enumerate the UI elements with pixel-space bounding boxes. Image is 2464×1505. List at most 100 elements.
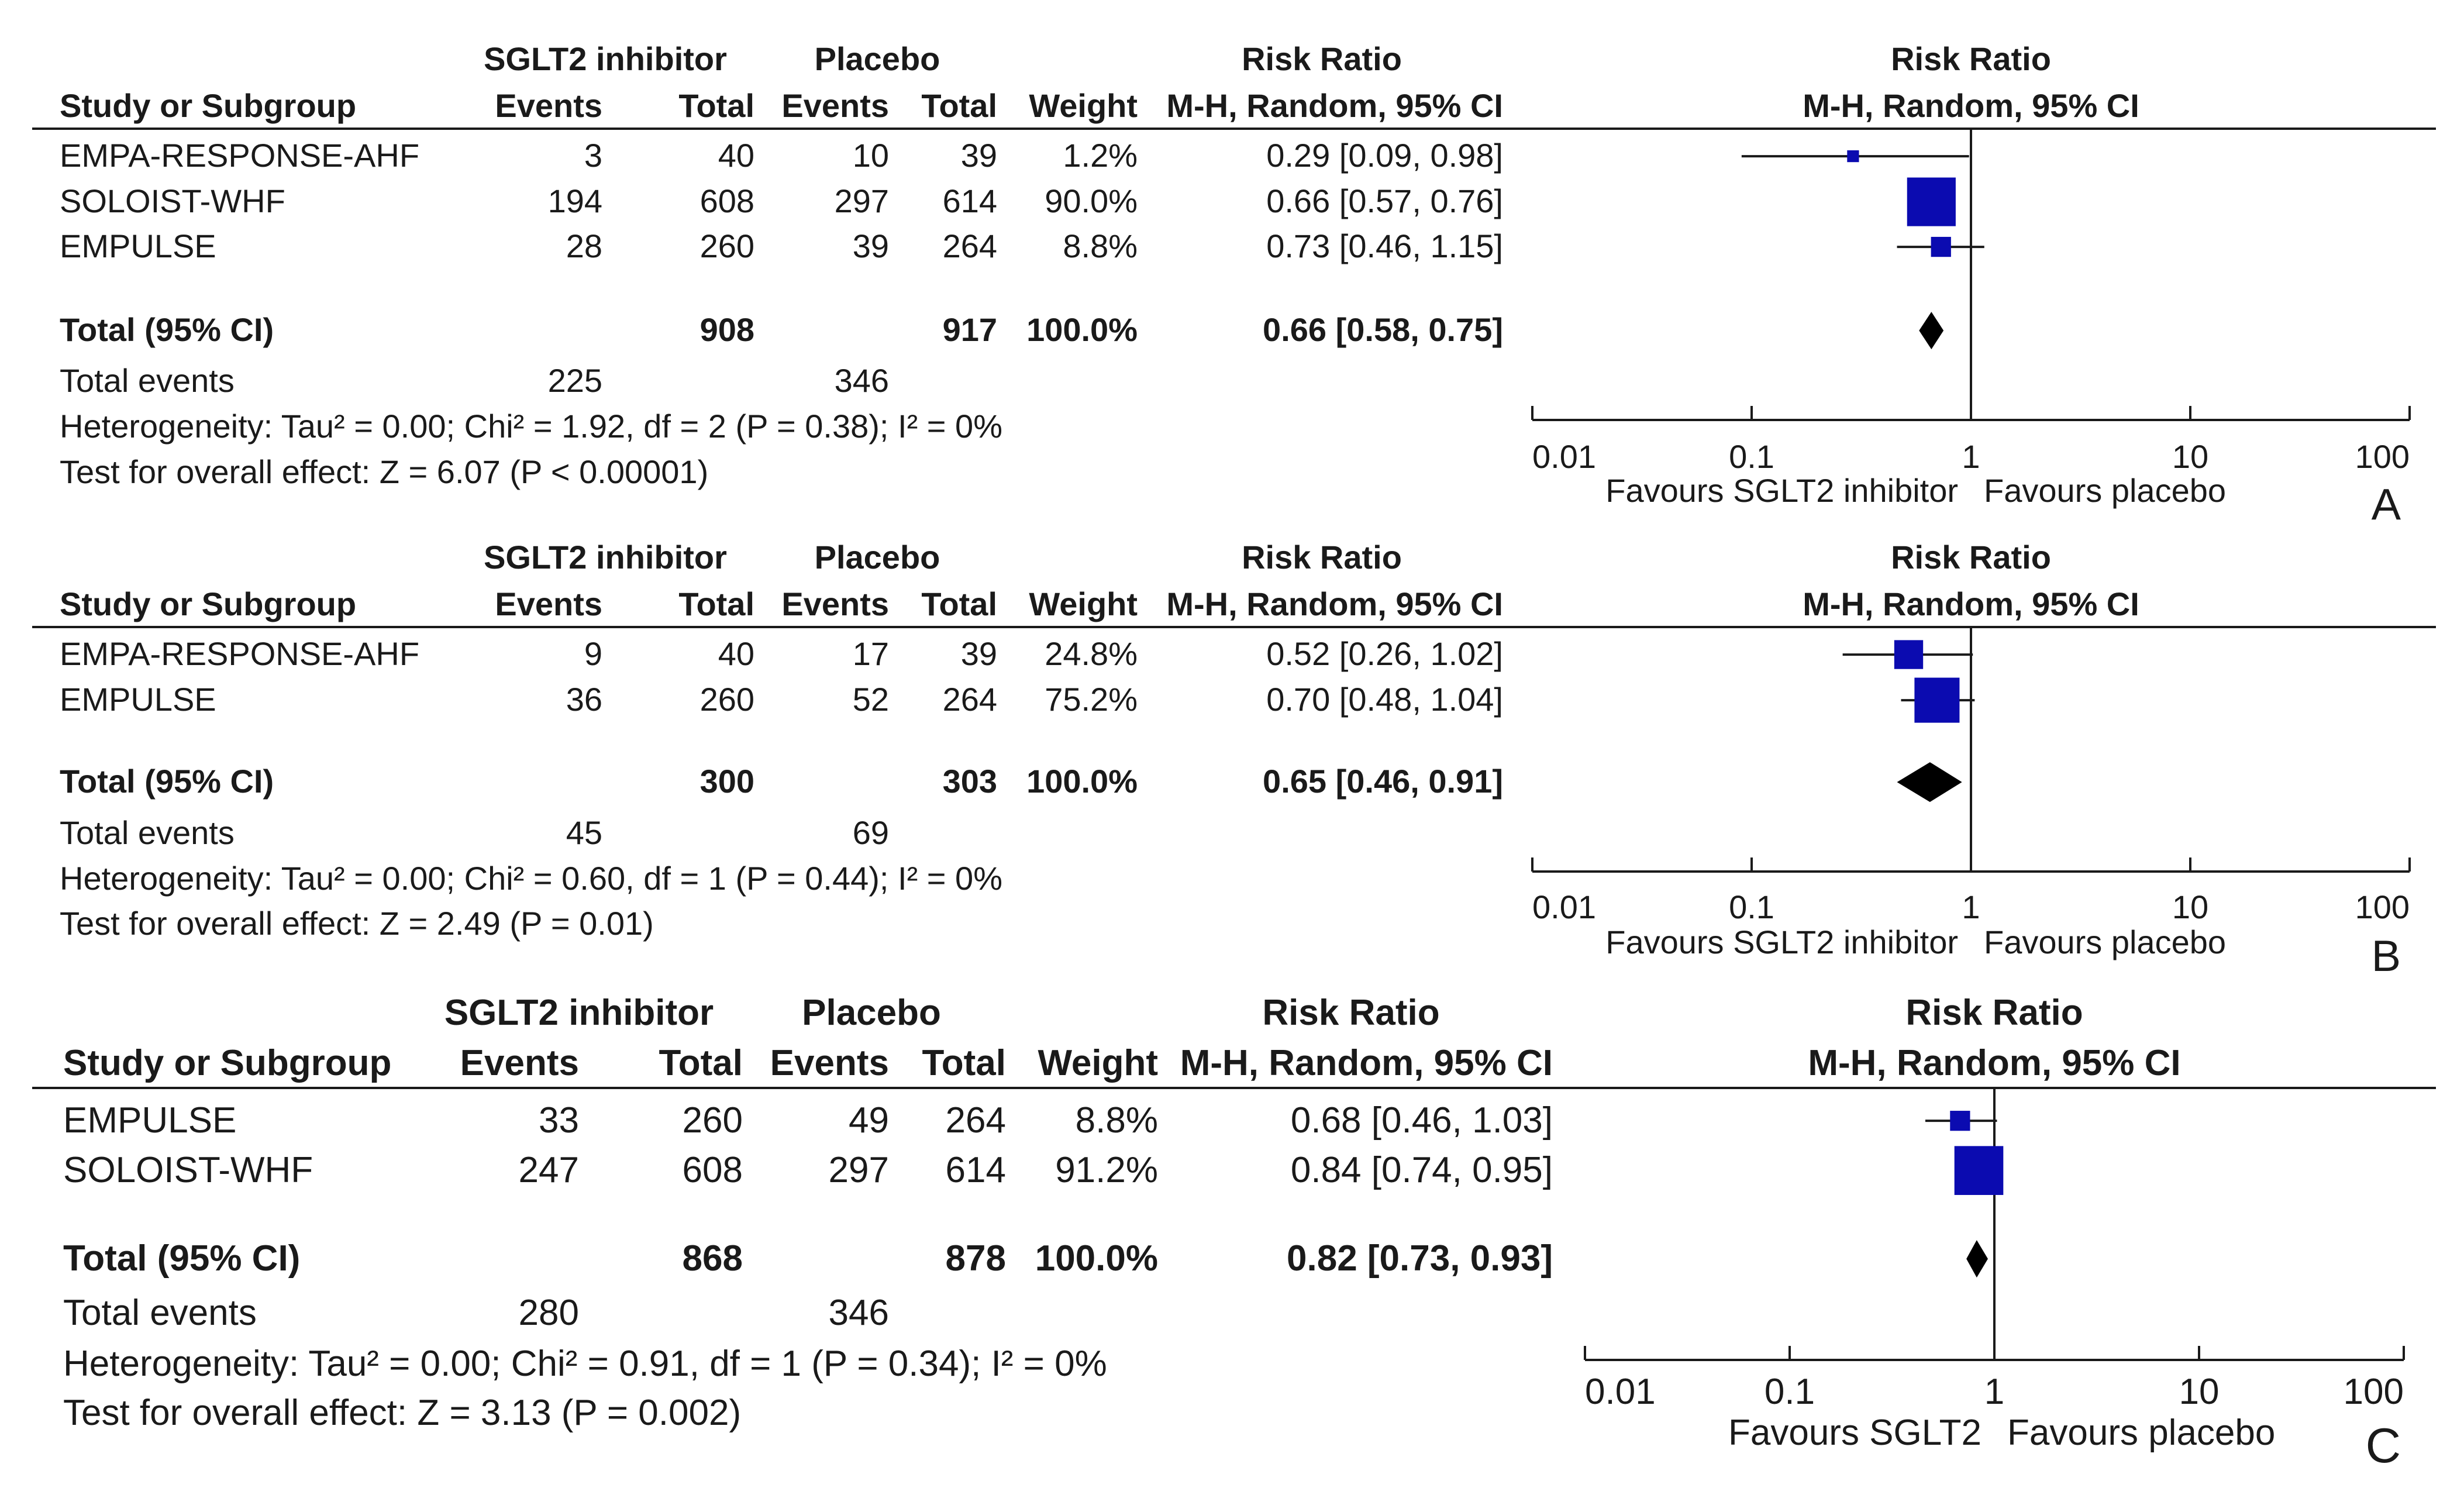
study-events-2: 49: [849, 1100, 889, 1141]
study-weight: 24.8%: [1045, 635, 1138, 672]
header-events-2: Events: [781, 586, 889, 622]
header-method: M-H, Random, 95% CI: [1166, 87, 1503, 124]
study-total-1: 40: [718, 137, 754, 174]
study-total-2: 264: [943, 681, 997, 718]
plot-header-method: M-H, Random, 95% CI: [1808, 1043, 2180, 1083]
study-events-2: 17: [853, 635, 889, 672]
header-events-2: Events: [781, 87, 889, 124]
pooled-diamond: [1919, 312, 1944, 350]
study-name: SOLOIST-WHF: [63, 1150, 313, 1190]
study-events-2: 52: [853, 681, 889, 718]
header-method: M-H, Random, 95% CI: [1166, 586, 1503, 622]
study-total-2: 39: [961, 137, 997, 174]
favours-left-label: Favours SGLT2 inhibitor: [1605, 472, 1958, 509]
study-name: EMPULSE: [60, 228, 216, 264]
plot-header-title: Risk Ratio: [1891, 539, 2051, 576]
total-label: Total (95% CI): [60, 763, 274, 800]
favours-left-label: Favours SGLT2: [1728, 1413, 1981, 1453]
total-n-2: 878: [946, 1238, 1006, 1279]
effect-square: [1931, 236, 1951, 257]
study-total-1: 40: [718, 635, 754, 672]
header-study: Study or Subgroup: [60, 586, 356, 622]
study-weight: 75.2%: [1045, 681, 1138, 718]
study-ci: 0.68 [0.46, 1.03]: [1291, 1100, 1553, 1141]
plot-header-title: Risk Ratio: [1905, 993, 2083, 1033]
study-ci: 0.73 [0.46, 1.15]: [1266, 228, 1503, 264]
overall-effect-text: Test for overall effect: Z = 3.13 (P = 0…: [63, 1393, 741, 1433]
header-risk-ratio: Risk Ratio: [1242, 40, 1402, 77]
study-weight: 8.8%: [1063, 228, 1138, 264]
total-weight: 100.0%: [1026, 311, 1138, 348]
header-method: M-H, Random, 95% CI: [1180, 1043, 1553, 1083]
effect-square: [1914, 677, 1960, 723]
overall-effect-text: Test for overall effect: Z = 6.07 (P < 0…: [60, 453, 708, 490]
x-tick-label: 10: [2172, 438, 2208, 475]
total-ci: 0.66 [0.58, 0.75]: [1263, 311, 1503, 348]
study-ci: 0.29 [0.09, 0.98]: [1266, 137, 1503, 174]
total-n-2: 917: [943, 311, 997, 348]
header-events-1: Events: [460, 1043, 579, 1083]
pooled-diamond: [1897, 762, 1962, 803]
study-ci: 0.66 [0.57, 0.76]: [1266, 182, 1503, 219]
effect-square: [1847, 150, 1859, 163]
header-study: Study or Subgroup: [63, 1043, 391, 1083]
header-group2: Placebo: [815, 40, 940, 77]
effect-square: [1954, 1146, 2004, 1195]
header-weight: Weight: [1029, 87, 1138, 124]
study-total-2: 39: [961, 635, 997, 672]
total-n-1: 868: [683, 1238, 743, 1279]
x-tick-label: 100: [2355, 888, 2410, 925]
study-name: SOLOIST-WHF: [60, 182, 285, 219]
total-ci: 0.65 [0.46, 0.91]: [1263, 763, 1503, 800]
study-events-1: 247: [519, 1150, 579, 1190]
panel-label: B: [2372, 932, 2401, 981]
heterogeneity-text: Heterogeneity: Tau² = 0.00; Chi² = 1.92,…: [60, 408, 1002, 445]
effect-square: [1907, 177, 1956, 226]
study-events-2: 10: [853, 137, 889, 174]
study-total-1: 608: [700, 182, 754, 219]
total-events-2: 346: [835, 362, 889, 399]
heterogeneity-text: Heterogeneity: Tau² = 0.00; Chi² = 0.91,…: [63, 1344, 1107, 1384]
header-total-2: Total: [922, 1043, 1007, 1083]
total-ci: 0.82 [0.73, 0.93]: [1287, 1238, 1553, 1279]
study-weight: 8.8%: [1076, 1100, 1158, 1141]
header-risk-ratio: Risk Ratio: [1262, 993, 1439, 1033]
plot-header-method: M-H, Random, 95% CI: [1803, 586, 2139, 622]
x-tick-label: 1: [1984, 1372, 2004, 1412]
header-risk-ratio: Risk Ratio: [1242, 539, 1402, 576]
favours-left-label: Favours SGLT2 inhibitor: [1605, 924, 1958, 960]
study-events-2: 39: [853, 228, 889, 264]
total-events-2: 69: [853, 814, 889, 851]
effect-square: [1894, 640, 1924, 669]
x-tick-label: 100: [2355, 438, 2410, 475]
study-ci: 0.70 [0.48, 1.04]: [1266, 681, 1503, 718]
study-weight: 91.2%: [1055, 1150, 1158, 1190]
header-total-1: Total: [659, 1043, 743, 1083]
total-events-label: Total events: [60, 362, 235, 399]
total-label: Total (95% CI): [60, 311, 274, 348]
study-events-1: 33: [539, 1100, 579, 1141]
header-total-1: Total: [678, 87, 754, 124]
header-events-1: Events: [495, 87, 602, 124]
header-group1: SGLT2 inhibitor: [484, 539, 727, 576]
total-n-1: 908: [700, 311, 754, 348]
header-group1: SGLT2 inhibitor: [444, 993, 714, 1033]
study-total-1: 260: [700, 681, 754, 718]
study-total-2: 614: [946, 1150, 1006, 1190]
total-events-2: 346: [829, 1293, 889, 1333]
header-group2: Placebo: [802, 993, 941, 1033]
study-total-1: 608: [683, 1150, 743, 1190]
study-name: EMPULSE: [60, 681, 216, 718]
study-total-2: 264: [946, 1100, 1006, 1141]
x-tick-label: 0.01: [1585, 1372, 1656, 1412]
total-weight: 100.0%: [1035, 1238, 1158, 1279]
header-events-2: Events: [770, 1043, 889, 1083]
study-events-1: 194: [548, 182, 602, 219]
total-events-1: 45: [566, 814, 602, 851]
x-tick-label: 1: [1962, 438, 1980, 475]
plot-header-method: M-H, Random, 95% CI: [1803, 87, 2139, 124]
x-tick-label: 0.1: [1765, 1372, 1815, 1412]
heterogeneity-text: Heterogeneity: Tau² = 0.00; Chi² = 0.60,…: [60, 860, 1002, 897]
header-weight: Weight: [1029, 586, 1138, 622]
